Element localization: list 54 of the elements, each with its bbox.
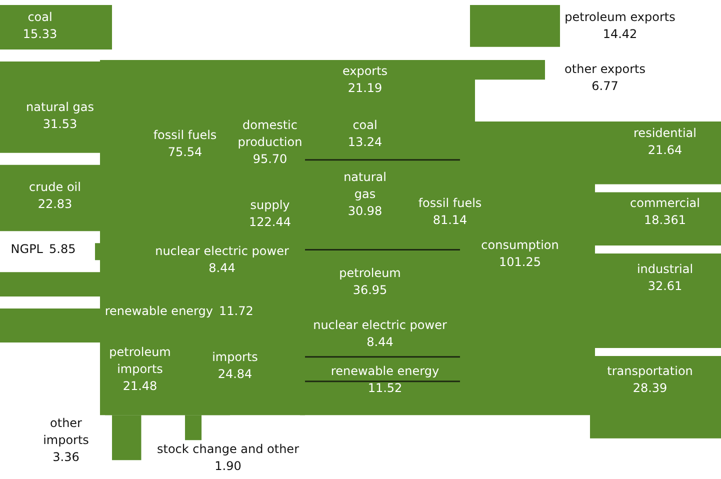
data-label: 122.44 [249,215,291,229]
data-label: 36.95 [352,283,388,297]
category-label: residential [634,126,696,140]
category-label: transportation [607,364,693,378]
data-label: 22.83 [38,197,72,211]
category-label: petroleum imports [109,345,171,376]
data-label: 6.77 [592,79,618,93]
category-label: other imports [43,416,89,447]
category-label: nuclear electric power [155,244,289,258]
data-label: 75.54 [168,145,202,159]
data-label: 8.44 [366,335,394,349]
data-label: 3.36 [52,450,80,464]
category-label: petroleum exports [564,10,676,24]
category-label: coal [352,118,378,132]
category-label: petroleum [339,266,401,280]
data-label: 15.33 [22,27,58,41]
category-label: renewable energy [104,304,213,318]
category-label: natural gas [344,170,386,201]
data-label: 14.42 [602,27,638,41]
category-label: fossil fuels [153,128,217,142]
data-label: 21.48 [122,379,158,393]
data-label: 21.64 [648,143,682,157]
category-label: industrial [636,262,694,276]
data-label: 8.44 [208,261,236,275]
category-label: consumption [481,238,559,252]
data-label: 24.84 [218,367,252,381]
data-label: 21.19 [348,81,382,95]
category-label: stock change and other [157,442,300,456]
category-label: crude oil [29,180,81,194]
data-label: 95.70 [252,152,288,166]
data-label: 5.85 [49,242,76,256]
category-label: exports [342,64,388,78]
category-label: fossil fuels [418,196,482,210]
data-label: 18.361 [644,213,686,227]
category-label: commercial [630,196,700,210]
data-label: 28.39 [632,381,668,395]
category-label: NGPL [10,242,44,256]
category-label: supply [250,198,290,212]
category-label: coal [28,10,52,24]
data-label: 11.52 [368,381,402,395]
data-label: 31.53 [42,117,78,131]
data-label: 81.14 [432,213,468,227]
category-label: other exports [564,62,646,76]
data-label: 101.25 [499,255,541,269]
data-label: 1.90 [214,459,242,473]
category-label: natural gas [26,100,94,114]
data-label: 13.24 [348,135,382,149]
data-label: 32.61 [648,279,682,293]
category-label: renewable energy [330,364,440,378]
category-label: domestic production [238,118,302,149]
data-label: 30.98 [348,204,382,218]
category-label: nuclear electric power [313,318,447,332]
data-label: 11.72 [219,304,254,318]
category-label: imports [212,350,258,364]
